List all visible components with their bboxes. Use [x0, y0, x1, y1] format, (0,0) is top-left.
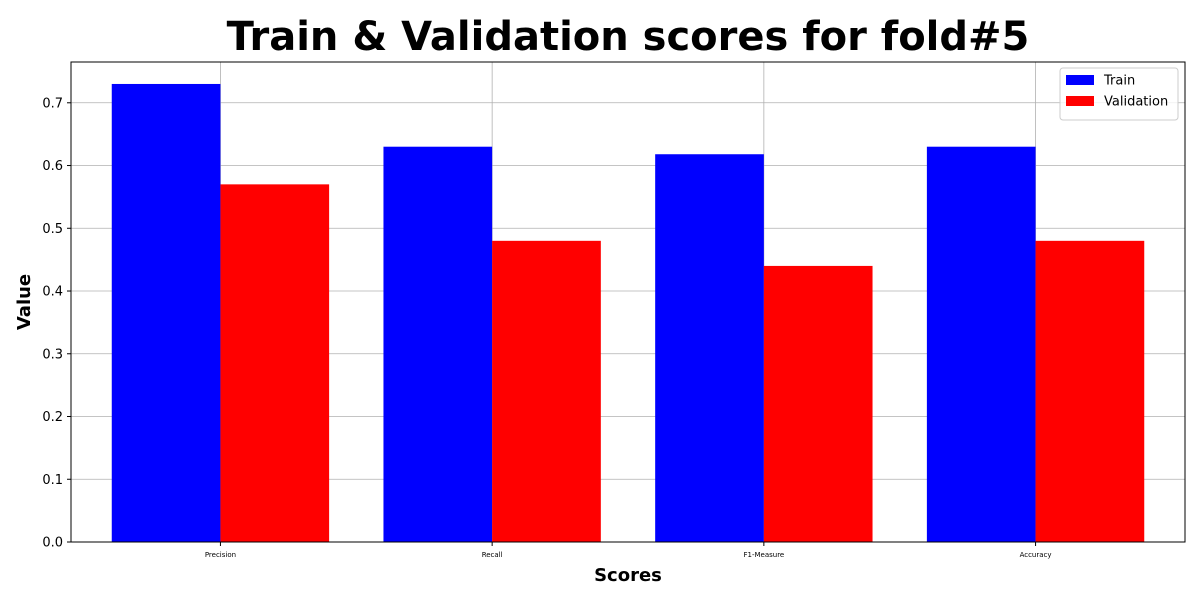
bar-train-accuracy: [926, 146, 1036, 543]
x-tick-label: F1-Measure: [743, 551, 784, 559]
y-tick-label: 0.5: [42, 222, 63, 237]
legend-swatch-validation: [1066, 96, 1094, 106]
y-axis-label: Value: [14, 274, 35, 330]
legend-label-train: Train: [1103, 74, 1135, 89]
bar-validation-precision: [220, 184, 330, 542]
bar-train-precision: [111, 83, 221, 542]
bar-validation-recall: [492, 240, 601, 542]
y-tick-label: 0.7: [42, 96, 63, 111]
x-axis: Precision Recall F1-Measure Accuracy: [205, 542, 1052, 559]
plot-frame: [70, 61, 1186, 543]
y-tick-label: 0.6: [42, 159, 63, 174]
bar-train-f1-measure: [655, 154, 764, 542]
y-tick-label: 0.1: [42, 473, 63, 488]
x-tick-label: Recall: [482, 551, 503, 559]
bar-train-recall: [383, 146, 493, 543]
y-axis: 0.0 0.1 0.2 0.3 0.4 0.5 0.6 0.7: [42, 96, 71, 551]
y-tick-label: 0.4: [42, 285, 63, 300]
x-tick-label: Accuracy: [1020, 551, 1052, 559]
x-axis-label: Scores: [594, 565, 662, 586]
bars: [111, 83, 1145, 543]
y-tick-label: 0.2: [42, 410, 63, 425]
chart-title: Train & Validation scores for fold#5: [227, 14, 1030, 60]
bar-validation-accuracy: [1035, 240, 1145, 542]
x-tick-label: Precision: [205, 551, 236, 559]
bar-validation-f1-measure: [763, 265, 873, 542]
y-tick-label: 0.0: [42, 536, 63, 551]
legend: Train Validation: [1059, 67, 1179, 121]
legend-label-validation: Validation: [1104, 95, 1168, 110]
legend-swatch-train: [1066, 75, 1094, 85]
y-tick-label: 0.3: [42, 347, 63, 362]
